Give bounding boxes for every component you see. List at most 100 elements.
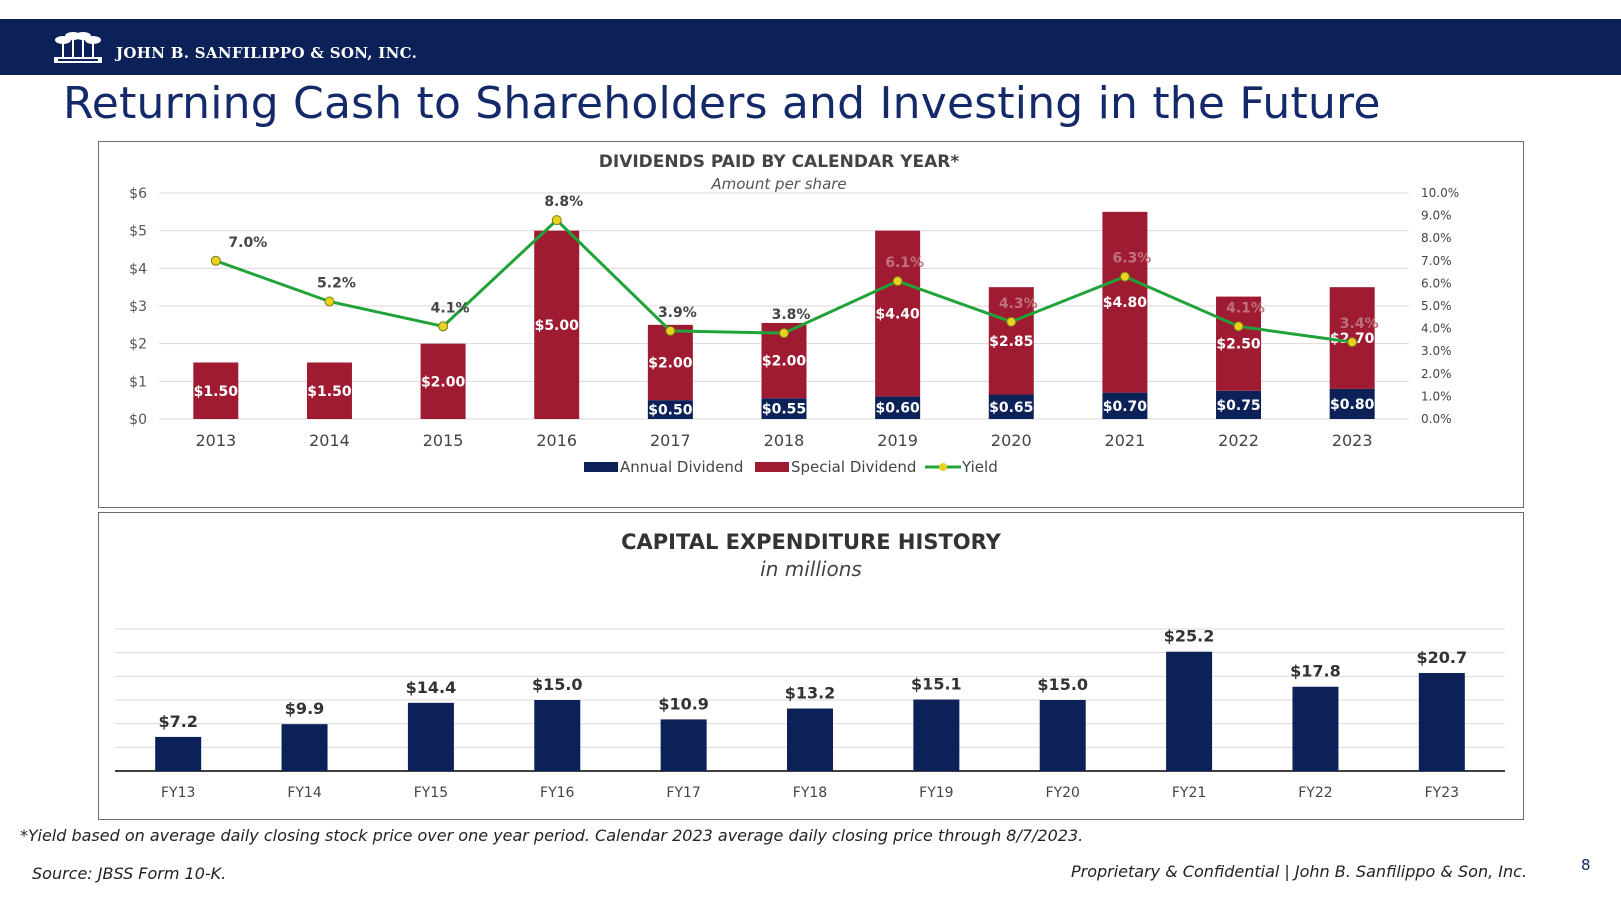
y2-tick-label: 2.0% [1421, 367, 1452, 381]
annual-dividend-bar [875, 396, 921, 419]
yield-point [665, 325, 676, 336]
x-tick-label: 2019 [877, 431, 918, 450]
special-dividend-bar [988, 287, 1034, 395]
legend-annual-label: Annual Dividend [620, 458, 743, 476]
yield-point [551, 215, 562, 226]
source-note: Source: JBSS Form 10-K. [32, 864, 227, 883]
capex-chart: CAPITAL EXPENDITURE HISTORY in millions $7… [115, 530, 1505, 801]
special-dividend-label: $2.00 [762, 354, 807, 370]
x-tick-label: FY19 [919, 785, 953, 801]
y-tick-label: $5 [129, 224, 147, 240]
special-dividend-label: $2.85 [989, 334, 1033, 350]
capex-value-label: $15.1 [911, 675, 962, 694]
special-dividend-label: $4.40 [875, 307, 920, 323]
legend-yield-label: Yield [961, 458, 998, 476]
annual-dividend-label: $0.50 [648, 403, 693, 419]
capex-value-label: $10.9 [658, 694, 709, 713]
x-tick-label: FY22 [1298, 785, 1332, 801]
annual-dividend-label: $0.60 [875, 401, 920, 417]
special-dividend-bar [306, 362, 352, 419]
y-tick-label: $2 [129, 337, 147, 353]
x-tick-label: FY16 [540, 785, 575, 801]
y2-tick-label: 3.0% [1421, 344, 1452, 358]
yield-point [1347, 337, 1358, 348]
yield-label: 4.3% [999, 296, 1038, 312]
yield-label: 6.3% [1112, 251, 1151, 267]
special-dividend-label: $1.50 [307, 384, 352, 400]
yield-point [892, 276, 903, 287]
special-dividend-bar [534, 230, 580, 419]
special-dividend-label: $5.00 [535, 318, 580, 334]
x-tick-label: 2015 [423, 431, 464, 450]
dividends-chart-panel: DIVIDENDS PAID BY CALENDAR YEAR* Amount p… [98, 141, 1524, 508]
x-tick-label: FY23 [1425, 785, 1459, 801]
capex-value-label: $14.4 [406, 678, 457, 697]
x-tick-label: 2014 [309, 431, 350, 450]
special-dividend-label: $2.50 [1216, 337, 1261, 353]
capex-chart-panel: CAPITAL EXPENDITURE HISTORY in millions $7… [98, 512, 1524, 820]
special-dividend-bar [1102, 211, 1148, 393]
special-dividend-label: $1.50 [194, 384, 239, 400]
capex-bar [1039, 700, 1086, 771]
yield-label: 4.1% [431, 300, 470, 316]
x-tick-label: FY21 [1172, 785, 1206, 801]
company-name: JOHN B. SANFILIPPO & SON, INC. [116, 44, 418, 62]
chart-title: DIVIDENDS PAID BY CALENDAR YEAR* [599, 152, 960, 172]
capex-bar [660, 719, 707, 771]
capex-bar [155, 736, 202, 771]
y-tick-label: $3 [129, 299, 147, 315]
yield-point [779, 328, 789, 339]
y2-tick-label: 8.0% [1421, 231, 1452, 245]
yield-point [438, 321, 449, 332]
palm-trees-logo-icon [54, 32, 102, 63]
annual-dividend-label: $0.80 [1330, 397, 1375, 413]
special-dividend-label: $4.80 [1103, 295, 1148, 311]
x-tick-label: 2022 [1218, 431, 1259, 450]
yield-label: 4.1% [1226, 300, 1265, 316]
y2-tick-label: 7.0% [1421, 254, 1452, 268]
annual-dividend-bar [761, 398, 807, 419]
x-tick-label: FY17 [666, 785, 700, 801]
x-tick-label: FY13 [161, 785, 195, 801]
yield-point [1119, 271, 1130, 282]
yield-label: 3.8% [772, 307, 811, 323]
page-number: 8 [1581, 856, 1591, 874]
x-tick-label: 2020 [991, 431, 1032, 450]
y2-tick-label: 10.0% [1421, 186, 1459, 200]
annual-dividend-label: $0.55 [762, 402, 806, 418]
capex-value-label: $20.7 [1417, 648, 1468, 667]
y2-tick-label: 9.0% [1421, 209, 1452, 223]
header-banner: JOHN B. SANFILIPPO & SON, INC. [0, 19, 1621, 75]
capex-bar [913, 699, 960, 771]
x-tick-label: 2017 [650, 431, 691, 450]
annual-dividend-bar [1329, 388, 1375, 419]
yield-point [210, 255, 221, 266]
capex-bar [787, 708, 833, 771]
yield-label: 3.9% [658, 305, 697, 321]
special-dividend-bar [1216, 296, 1262, 391]
yield-point [1233, 321, 1244, 332]
special-dividend-label: $2.00 [648, 356, 693, 372]
y-tick-label: $0 [129, 412, 147, 428]
yield-label: 7.0% [228, 235, 267, 251]
capex-bar [1166, 651, 1213, 771]
capex-value-label: $25.2 [1164, 627, 1215, 646]
x-tick-label: 2023 [1332, 431, 1373, 450]
annual-dividend-bar [647, 400, 693, 419]
y2-tick-label: 0.0% [1421, 412, 1452, 426]
yield-label: 3.4% [1340, 316, 1379, 332]
capex-bar [534, 700, 581, 771]
capex-bar [281, 724, 328, 771]
y-tick-label: $1 [129, 374, 147, 390]
legend-annual-swatch [584, 462, 618, 472]
x-tick-label: 2018 [764, 431, 805, 450]
capex-value-label: $13.2 [785, 684, 836, 703]
annual-dividend-bar [1216, 390, 1262, 419]
capex-value-label: $15.0 [1037, 675, 1088, 694]
legend: Annual Dividend Special Dividend Yield [584, 458, 998, 476]
x-tick-label: 2021 [1105, 431, 1146, 450]
y2-tick-label: 1.0% [1421, 389, 1452, 403]
y2-tick-label: 6.0% [1421, 276, 1452, 290]
x-tick-label: 2013 [195, 431, 236, 450]
x-tick-label: FY20 [1046, 785, 1080, 801]
